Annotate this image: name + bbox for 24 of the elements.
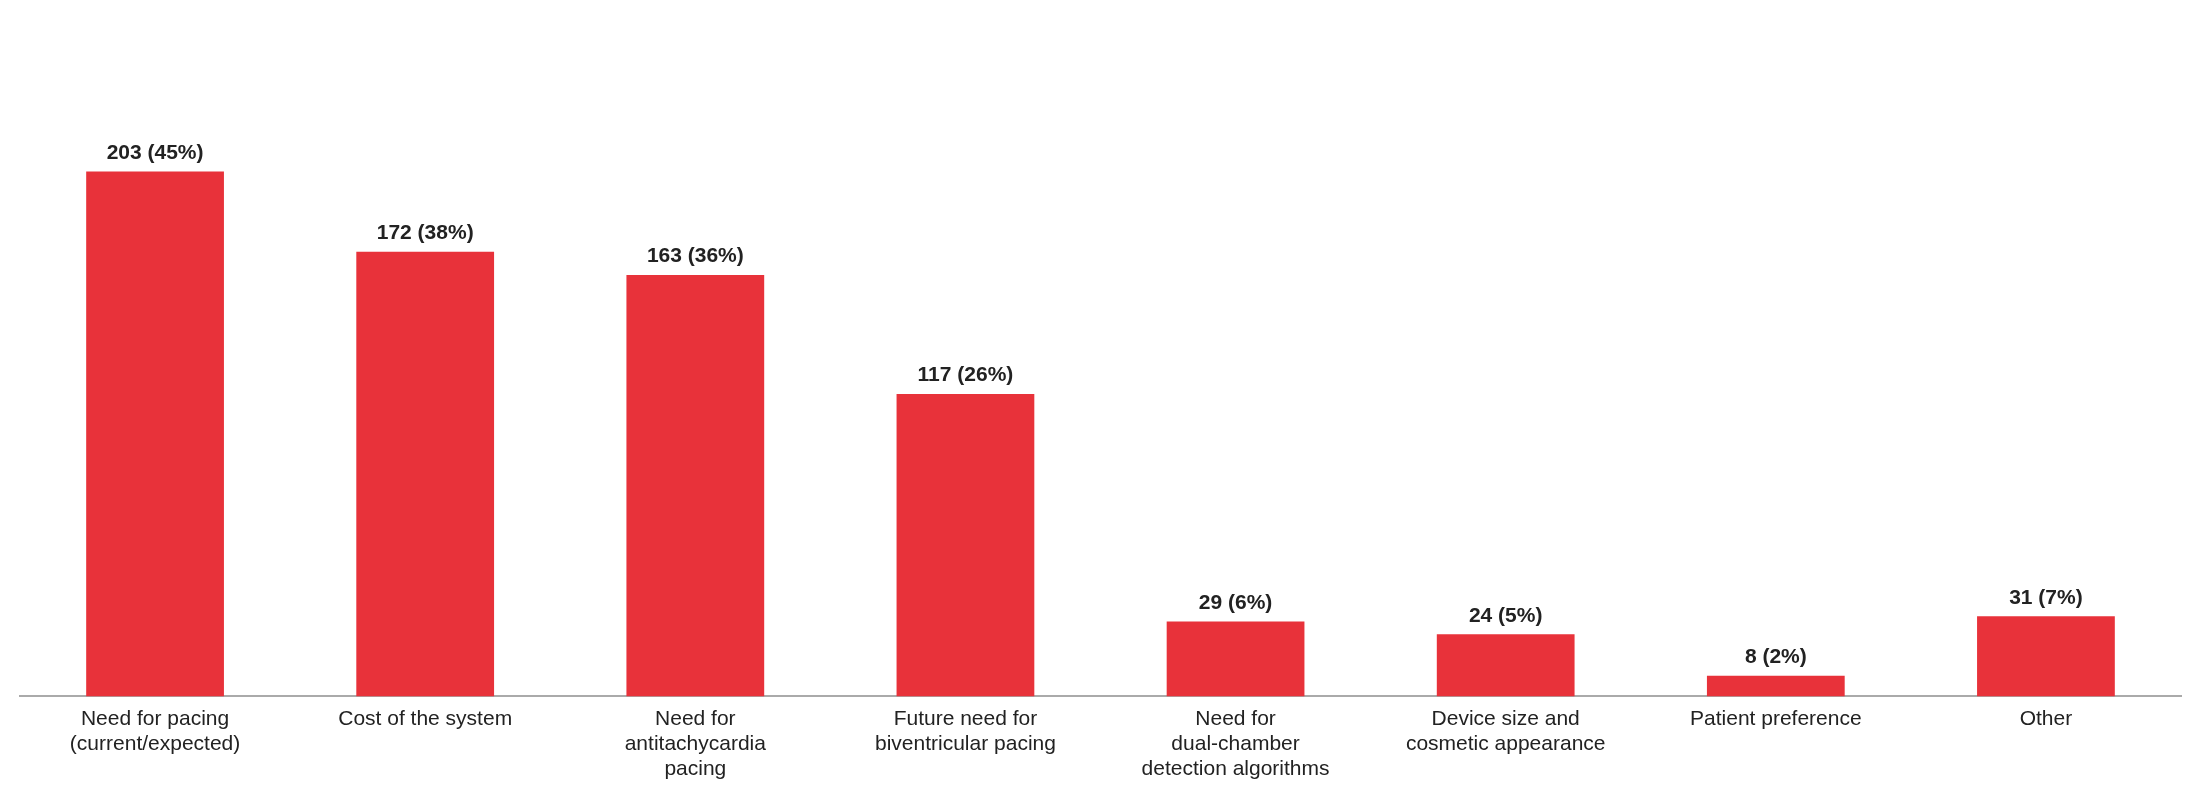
bar bbox=[1706, 675, 1845, 697]
bar bbox=[356, 251, 495, 697]
x-tick-label: Future need for biventricular pacing bbox=[874, 705, 1056, 754]
bar bbox=[1166, 621, 1305, 697]
bar bbox=[1436, 634, 1575, 697]
x-tick-label: Need for pacing (current/expected) bbox=[69, 705, 241, 754]
x-tick-label: Cost of the system bbox=[338, 705, 513, 729]
data-label: 163 (36%) bbox=[646, 243, 744, 267]
data-label: 172 (38%) bbox=[376, 219, 474, 243]
x-tick-label: Need for antitachycardia pacing bbox=[624, 705, 767, 780]
x-tick-label: Patient preference bbox=[1690, 705, 1862, 729]
bar bbox=[626, 274, 765, 697]
bar bbox=[1977, 616, 2115, 697]
x-tick-label: Other bbox=[2019, 705, 2073, 729]
data-label: 31 (7%) bbox=[2009, 584, 2083, 608]
x-tick-label: Device size and cosmetic appearance bbox=[1405, 705, 1606, 754]
x-tick-label: Need for dual-chamber detection algorithms bbox=[1141, 705, 1330, 780]
data-label: 203 (45%) bbox=[106, 139, 204, 163]
data-label: 8 (2%) bbox=[1744, 644, 1807, 668]
data-label: 117 (26%) bbox=[917, 362, 1014, 386]
data-label: 24 (5%) bbox=[1468, 602, 1543, 626]
bar bbox=[896, 393, 1035, 697]
data-label: 29 (6%) bbox=[1198, 589, 1273, 613]
bar bbox=[86, 171, 224, 697]
